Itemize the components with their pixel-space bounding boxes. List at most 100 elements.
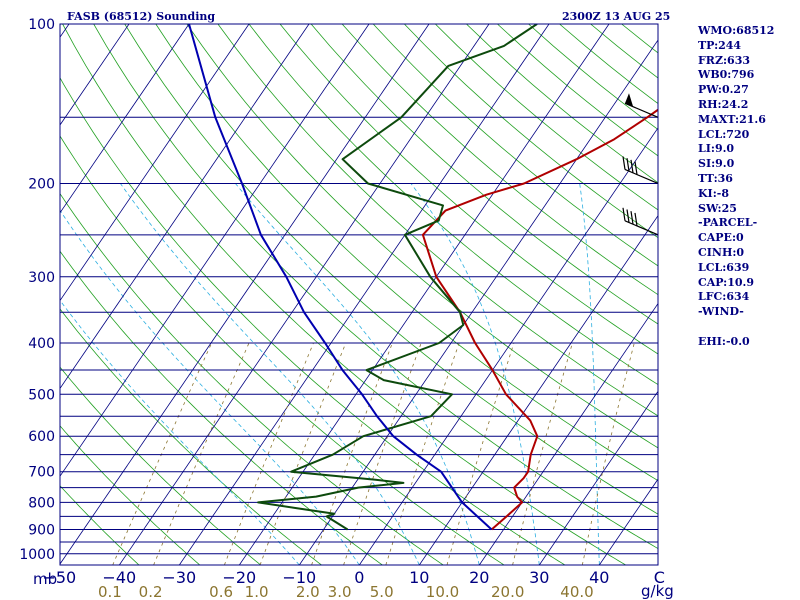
dry-adiabat-line	[124, 24, 658, 515]
pressure-tick-label: 800	[28, 495, 55, 511]
sounding-index-item: WB0:796	[698, 68, 755, 82]
mixing-ratio-tick-label: 2.0	[296, 583, 320, 600]
sounding-index-item: LCL:639	[698, 260, 750, 274]
mixing-ratio-line	[153, 342, 250, 565]
isotherm-line	[298, 39, 658, 565]
mixing-ratio-unit-label: g/kg	[641, 582, 674, 600]
sounding-index-item: TT:36	[698, 171, 733, 185]
pressure-tick-label: 1000	[19, 547, 55, 563]
moist-adiabat-line	[235, 183, 480, 565]
wind-barb	[622, 156, 659, 185]
isotherm-line	[478, 302, 658, 565]
moist-adiabat-line	[120, 183, 420, 565]
temperature-tick-label: 10	[409, 568, 429, 587]
dry-adiabat-line	[217, 24, 658, 417]
mixing-ratio-line	[259, 342, 347, 565]
mixing-ratio-line	[112, 342, 213, 565]
pressure-tick-label: 700	[28, 465, 55, 481]
mixing-ratio-tick-label: 0.6	[209, 583, 233, 600]
pressure-tick-label: 500	[28, 387, 55, 403]
plot-frame	[59, 23, 659, 566]
mixing-ratio-line	[385, 342, 460, 565]
dry-adiabat-line	[60, 308, 322, 565]
isotherm-line	[0, 24, 9, 565]
pressure-tick-label: 200	[28, 177, 55, 193]
wind-barb	[624, 93, 659, 118]
dry-adiabat-line	[248, 24, 658, 386]
isotherm-line	[60, 24, 250, 302]
background-grid	[0, 24, 658, 565]
pressure-tick-label: 900	[28, 523, 55, 539]
sounding-traces	[188, 24, 658, 531]
wind-barbs	[622, 93, 659, 236]
parcel-trace	[188, 24, 493, 531]
temperature-tick-label: −20	[222, 568, 256, 587]
sounding-index-item: LFC:634	[698, 290, 750, 304]
dry-adiabat-line	[279, 24, 658, 355]
moist-adiabat-line	[60, 209, 360, 565]
sounding-index-item: -PARCEL-	[698, 216, 758, 230]
dry-adiabat-line	[60, 366, 261, 565]
dry-adiabat-line	[341, 24, 658, 296]
mixing-ratio-line	[343, 342, 422, 565]
mixing-ratio-tick-label: 20.0	[491, 583, 524, 600]
isotherm-line	[358, 127, 658, 565]
dry-adiabat-line	[155, 24, 658, 482]
moist-adiabat-line	[579, 183, 600, 565]
mixing-ratio-tick-label: 3.0	[328, 583, 352, 600]
moist-adiabat-line	[410, 183, 540, 565]
wind-barb	[622, 207, 659, 236]
isotherm-line	[60, 24, 370, 477]
dry-adiabat-line	[310, 24, 658, 325]
isotherm-line	[538, 390, 658, 565]
pressure-tick-label: 600	[28, 429, 55, 445]
x-unit-label: mb	[33, 570, 57, 588]
dry-adiabat-line	[186, 24, 658, 449]
isotherm-line	[60, 24, 130, 126]
sounding-index-item: LI:9.0	[698, 142, 735, 156]
temperature-tick-label: −40	[102, 568, 136, 587]
sounding-index-item: CAP:10.9	[698, 275, 755, 289]
mixing-ratio-tick-label: 0.1	[98, 583, 122, 600]
temperature-tick-label: −30	[162, 568, 196, 587]
mixing-ratio-line	[512, 342, 573, 565]
sounding-index-item: -WIND-	[698, 305, 744, 319]
dry-adiabat-line	[62, 24, 626, 565]
temperature-tick-label: 0	[354, 568, 364, 587]
sounding-index-item: WMO:68512	[698, 24, 775, 37]
sounding-index-item: KI:-8	[698, 186, 729, 200]
dry-adiabat-line	[60, 135, 505, 565]
dry-adiabat-line	[60, 77, 566, 565]
dry-adiabat-line	[60, 192, 444, 565]
sounding-index-item: TP:244	[698, 38, 742, 52]
sounding-index-item: CINH:0	[698, 245, 745, 259]
dry-adiabat-line	[60, 485, 140, 565]
sounding-indices-panel: WMO:68512 TP:244 FRZ:633 WB0:796 PW:0.27 RH:2…	[698, 24, 798, 350]
sounding-index-item: RH:24.2	[698, 97, 749, 111]
mixing-ratio-tick-label: 10.0	[426, 583, 459, 600]
sounding-index-item: SW:25	[698, 201, 737, 215]
mixing-ratio-tick-label: 0.2	[139, 583, 163, 600]
isotherm-line	[238, 24, 610, 565]
sounding-index-item: FRZ:633	[698, 53, 751, 67]
dewpoint-trace	[257, 24, 538, 531]
isotherm-line	[60, 24, 310, 390]
isotherm-line	[418, 215, 658, 565]
dry-adiabat-line	[60, 425, 201, 565]
temperature-tick-label: C	[654, 568, 665, 587]
temperature-tick-label: 40	[589, 568, 609, 587]
isotherm-line	[178, 24, 550, 565]
temperature-tick-label: −10	[282, 568, 316, 587]
mixing-ratio-line	[224, 342, 314, 565]
temperature-tick-label: 20	[469, 568, 489, 587]
mixing-ratio-tick-label: 5.0	[370, 583, 394, 600]
sounding-index-item: MAXT:21.6	[698, 112, 766, 126]
sounding-index-item: EHI:-0.0	[698, 334, 750, 348]
isobar-lines	[60, 23, 658, 566]
pressure-tick-label: 400	[28, 336, 55, 352]
sounding-index-item: SI:9.0	[698, 157, 735, 171]
sounding-index-item	[698, 320, 798, 335]
mixing-ratio-line	[446, 342, 515, 565]
